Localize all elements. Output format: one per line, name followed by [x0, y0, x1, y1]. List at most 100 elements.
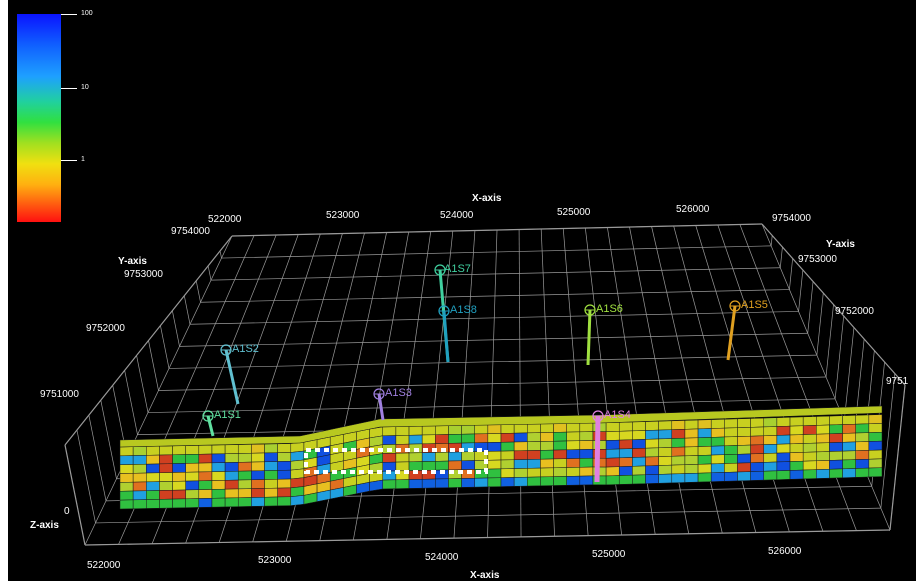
- grid-cell: [789, 469, 804, 480]
- grid-cell: [697, 472, 712, 483]
- grid-cell: [553, 458, 567, 469]
- grid-cell: [618, 430, 633, 441]
- grid-cell: [277, 469, 292, 480]
- grid-cell: [776, 434, 791, 445]
- grid-cell: [684, 446, 699, 457]
- grid-cell: [408, 461, 423, 471]
- grid-cell: [605, 431, 620, 441]
- grid-cell: [146, 472, 160, 483]
- well-path: [726, 305, 737, 361]
- well-label: A1S2: [232, 343, 259, 355]
- grid-cell: [789, 443, 804, 453]
- grid-cell: [251, 496, 265, 507]
- grid-cell: [671, 446, 686, 457]
- grid-cell: [842, 450, 856, 461]
- grid-cell: [776, 470, 791, 480]
- grid-cell: [579, 466, 594, 477]
- legend-label-100: 100: [81, 10, 93, 17]
- grid-cell: [671, 420, 686, 430]
- grid-cell: [763, 470, 778, 481]
- grid-cell: [553, 449, 567, 460]
- grid-cell: [579, 422, 594, 433]
- grid-cell: [382, 452, 397, 463]
- color-scale-legend: 100 10 1: [17, 10, 93, 222]
- well-trajectories[interactable]: A1S7 A1S8 A1S6 A1S5 A1S2 A1S3 A1S1 A1S4: [202, 263, 768, 483]
- grid-cell: [395, 452, 410, 463]
- grid-cell: [172, 480, 186, 491]
- grid-cell: [750, 435, 765, 446]
- well-a1s6[interactable]: A1S6: [584, 303, 623, 366]
- well-path: [594, 415, 601, 483]
- grid-cell: [500, 450, 515, 461]
- reservoir-grid-model[interactable]: [119, 405, 883, 510]
- grid-line-wall-right: [816, 292, 824, 356]
- grid-line-wall-right: [779, 246, 783, 268]
- x-axis-title-bottom: X-axis: [470, 570, 500, 581]
- grid-cell: [776, 461, 791, 472]
- well-a1s3[interactable]: A1S3: [373, 387, 412, 421]
- grid-cell: [553, 476, 567, 486]
- grid-cell: [211, 453, 226, 464]
- x-axis-title-top: X-axis: [472, 193, 502, 204]
- grid-cell: [132, 481, 147, 492]
- grid-cell: [487, 442, 502, 452]
- box-edge-top-left: [64, 235, 233, 446]
- legend-tick-10: [61, 88, 77, 89]
- grid-cell: [579, 431, 594, 441]
- grid-cell: [829, 415, 843, 426]
- grid-cell: [159, 445, 173, 456]
- grid-cell: [237, 479, 252, 490]
- grid-cell: [632, 430, 646, 441]
- grid-cell: [855, 423, 870, 434]
- well-a1s2[interactable]: A1S2: [220, 343, 259, 405]
- grid-cell: [172, 454, 186, 464]
- grid-cell: [697, 454, 712, 465]
- grid-cell: [408, 452, 423, 463]
- grid-cell: [513, 450, 528, 461]
- grid-cell: [697, 445, 712, 456]
- grid-cell: [500, 441, 515, 452]
- well-label: A1S1: [214, 409, 241, 421]
- grid-cell: [119, 464, 134, 474]
- grid-cell: [710, 419, 725, 429]
- grid-cell: [671, 437, 686, 448]
- well-a1s8[interactable]: A1S8: [438, 304, 477, 363]
- grid-cell: [553, 431, 567, 442]
- grid-cell: [211, 480, 226, 490]
- grid-cell: [540, 432, 554, 442]
- grid-cell: [461, 477, 475, 488]
- grid-cell: [645, 420, 659, 431]
- grid-cell: [605, 439, 620, 450]
- grid-cell: [789, 452, 804, 462]
- grid-cell: [645, 465, 659, 476]
- grid-line-y: [95, 507, 881, 524]
- grid-cell: [724, 462, 738, 473]
- grid-line-y: [221, 245, 772, 259]
- grid-line-wall-left: [148, 340, 159, 391]
- grid-cell: [789, 460, 804, 471]
- well-a1s4[interactable]: A1S4: [592, 409, 631, 483]
- grid-cell: [684, 428, 699, 439]
- y-tick-left-2: 9752000: [86, 323, 125, 334]
- grid-cell: [750, 417, 765, 428]
- grid-cell: [645, 474, 659, 484]
- grid-cell: [159, 472, 173, 482]
- grid-cell: [369, 479, 384, 492]
- grid-line-y: [200, 289, 790, 303]
- well-a1s5[interactable]: A1S5: [726, 299, 768, 361]
- grid-cell: [618, 457, 633, 467]
- grid-line-wall-right: [798, 269, 804, 312]
- x-tick-bottom-1: 523000: [258, 555, 292, 566]
- well-label: A1S6: [596, 303, 623, 315]
- well-a1s1[interactable]: A1S1: [202, 409, 241, 437]
- grid-cell: [264, 487, 278, 498]
- grid-cell: [816, 451, 830, 462]
- grid-cell: [842, 441, 856, 452]
- grid-cell: [750, 444, 765, 455]
- grid-cell: [868, 449, 883, 460]
- grid-cell: [540, 467, 554, 478]
- grid-line-wall-left: [219, 250, 222, 259]
- grid-cell: [776, 425, 791, 436]
- grid-line-y: [158, 376, 827, 391]
